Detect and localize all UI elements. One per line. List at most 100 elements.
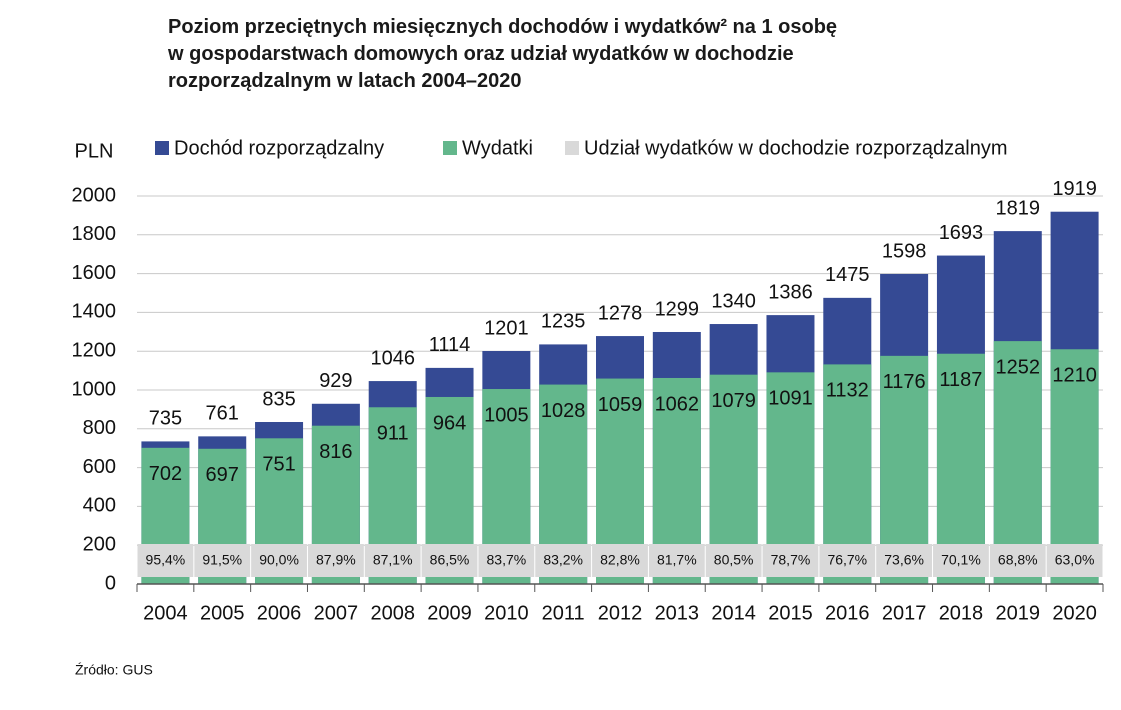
data-label: 81,7% [657,552,697,568]
data-label: 1114 [429,334,471,356]
data-label: 835 [262,388,295,410]
data-label: 90,0% [259,552,299,568]
data-label: 87,9% [316,552,356,568]
share-band [648,544,705,577]
x-tick-label: 2007 [314,602,359,624]
bar [993,341,1042,584]
data-label: 78,7% [771,552,811,568]
data-label: 1187 [939,369,982,391]
data-label: 76,7% [827,552,867,568]
data-label: 1028 [541,400,586,422]
data-label: 86,5% [430,552,470,568]
data-label: 1210 [1052,365,1097,387]
y-tick-label: 400 [83,495,116,517]
legend-label: Dochód rozporządzalny [174,137,384,159]
x-tick-label: 2005 [200,602,245,624]
share-band [705,544,762,577]
data-label: 1252 [996,356,1041,378]
share-band [364,544,421,577]
share-band [933,544,989,577]
data-label: 1819 [996,197,1041,219]
x-tick-label: 2004 [143,602,188,624]
data-label: 87,1% [373,552,413,568]
data-label: 1919 [1052,178,1097,200]
legend-swatch [155,141,169,155]
x-tick-label: 2016 [825,602,870,624]
data-label: 1079 [711,390,756,412]
data-label: 82,8% [600,552,640,568]
legend-swatch [565,141,579,155]
data-label: 1598 [882,240,927,262]
share-band [989,544,1046,577]
share-band [137,544,194,577]
data-label: 83,7% [487,552,527,568]
x-tick-label: 2006 [257,602,302,624]
data-label: 761 [206,403,239,425]
x-tick-label: 2013 [655,602,700,624]
x-tick-label: 2009 [427,602,472,624]
data-label: 1693 [939,222,984,244]
x-tick-label: 2018 [939,602,984,624]
data-label: 1176 [883,371,926,393]
data-label: 1278 [598,302,643,324]
data-label: 1201 [484,317,529,339]
x-tick-label: 2014 [711,602,756,624]
data-label: 702 [149,463,182,485]
data-label: 68,8% [998,552,1038,568]
y-tick-label: 1000 [72,378,117,400]
share-band [194,544,251,577]
x-tick-label: 2011 [542,602,585,624]
share-band [535,544,592,577]
y-tick-label: 2000 [72,184,117,206]
source: Źródło: GUS [75,662,153,678]
share-band [478,544,535,577]
x-tick-label: 2008 [370,602,415,624]
data-label: 1091 [768,388,813,410]
data-label: 911 [377,423,409,445]
data-label: 95,4% [146,552,186,568]
share-band [307,544,364,577]
y-axis-label: PLN [75,140,114,162]
legend-swatch [443,141,457,155]
y-tick-label: 600 [83,456,116,478]
x-tick-label: 2019 [996,602,1041,624]
legend-label: Udział wydatków w dochodzie rozporządzal… [584,137,1008,159]
y-tick-label: 0 [105,572,116,594]
x-tick-label: 2015 [768,602,813,624]
data-label: 697 [206,464,239,486]
data-label: 964 [433,412,466,434]
share-band [421,544,478,577]
data-label: 91,5% [202,552,242,568]
data-label: 816 [319,441,352,463]
x-tick-label: 2010 [484,602,529,624]
data-label: 80,5% [714,552,754,568]
y-tick-label: 1800 [72,223,117,245]
data-label: 63,0% [1055,552,1095,568]
data-label: 1475 [825,264,870,286]
x-tick-label: 2012 [598,602,643,624]
data-label: 929 [319,370,352,392]
data-label: 1235 [541,311,586,333]
share-band [251,544,307,577]
y-tick-label: 1600 [72,262,117,284]
data-label: 70,1% [941,552,981,568]
share-band [1046,544,1103,577]
chart-title: Poziom przeciętnych miesięcznych dochodó… [168,16,838,92]
data-label: 73,6% [884,552,924,568]
y-tick-label: 1200 [72,339,117,361]
data-label: 1340 [711,290,756,312]
x-tick-label: 2017 [882,602,927,624]
y-tick-label: 1400 [72,301,117,323]
y-tick-label: 800 [83,417,116,439]
data-label: 1062 [655,393,700,415]
data-label: 1046 [370,347,415,369]
data-label: 83,2% [543,552,583,568]
data-label: 1386 [768,281,813,303]
share-band [762,544,819,577]
x-tick-label: 2020 [1052,602,1097,624]
data-label: 1299 [655,298,700,320]
share-band [592,544,648,577]
data-label: 751 [262,454,295,476]
